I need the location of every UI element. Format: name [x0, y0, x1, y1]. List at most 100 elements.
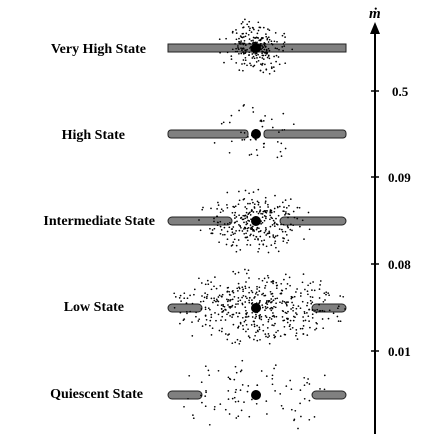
corona-dot: [237, 203, 240, 206]
corona-dot: [215, 287, 218, 290]
corona-dot: [250, 233, 252, 236]
corona-dot: [256, 384, 259, 386]
corona-dot: [226, 204, 228, 206]
corona-dot: [256, 200, 259, 203]
corona-dot: [239, 340, 242, 342]
corona-dot: [282, 112, 285, 115]
corona-dot: [302, 273, 305, 275]
corona-dot: [264, 202, 267, 204]
corona-dot: [253, 207, 256, 209]
corona-dot: [189, 294, 191, 297]
corona-dot: [283, 32, 286, 35]
corona-dot: [311, 313, 314, 316]
corona-dot: [240, 226, 242, 229]
corona-dot: [297, 305, 300, 307]
corona-dot: [245, 272, 248, 275]
corona-dot: [202, 206, 204, 209]
corona-dot: [258, 328, 261, 331]
corona-dot: [273, 316, 276, 318]
corona-dot: [263, 239, 266, 242]
corona-dot: [303, 397, 306, 400]
corona-dot: [197, 320, 200, 322]
corona-dot: [215, 300, 217, 303]
corona-dot: [306, 290, 309, 293]
corona-dot: [241, 47, 244, 50]
corona-dot: [234, 306, 237, 308]
corona-dot: [263, 48, 266, 51]
corona-dot: [295, 307, 298, 310]
corona-dot: [275, 60, 277, 63]
corona-dot: [214, 276, 216, 278]
corona-dot: [290, 297, 293, 300]
corona-dot: [261, 57, 264, 59]
corona-dot: [269, 214, 272, 217]
corona-dot: [284, 273, 287, 276]
corona-dot: [191, 302, 194, 305]
corona-dot: [207, 307, 210, 310]
corona-dot: [271, 377, 274, 380]
corona-dot: [242, 198, 245, 201]
disk-right: [263, 129, 347, 139]
corona-dot: [205, 391, 207, 394]
corona-dot: [243, 62, 246, 65]
corona-dot: [284, 62, 287, 65]
corona-dot: [262, 71, 265, 74]
corona-dot: [247, 219, 249, 222]
corona-dot: [229, 307, 232, 309]
corona-dot: [284, 302, 287, 304]
corona-dot: [233, 238, 236, 241]
corona-dot: [189, 310, 192, 313]
corona-dot: [300, 292, 302, 294]
corona-dot: [205, 389, 207, 392]
corona-dot: [303, 384, 306, 387]
corona-dot: [294, 409, 297, 412]
corona-dot: [191, 335, 194, 337]
corona-dot: [242, 324, 244, 327]
corona-dot: [266, 327, 269, 329]
corona-dot: [267, 206, 269, 208]
corona-dot: [213, 297, 215, 300]
corona-dot: [282, 310, 285, 313]
corona-dot: [277, 214, 280, 217]
corona-dot: [248, 20, 251, 23]
corona-dot: [298, 206, 301, 209]
corona-dot: [318, 303, 320, 306]
corona-dot: [281, 34, 284, 37]
corona-dot: [264, 309, 266, 312]
corona-dot: [221, 327, 223, 330]
corona-dot: [241, 303, 244, 306]
corona-dot: [210, 313, 213, 316]
corona-dot: [269, 218, 271, 221]
corona-dot: [241, 359, 244, 362]
disk-left: [167, 390, 203, 400]
corona-dot: [214, 312, 216, 314]
corona-dot: [270, 309, 273, 312]
corona-dot: [220, 330, 223, 333]
corona-dot: [228, 333, 230, 335]
corona-dot: [242, 42, 244, 45]
corona-dot: [247, 136, 249, 138]
corona-dot: [261, 52, 263, 55]
corona-dot: [262, 58, 265, 60]
corona-dot: [242, 51, 245, 53]
corona-dot: [262, 210, 265, 213]
corona-dot: [242, 105, 245, 107]
corona-dot: [238, 199, 241, 202]
corona-dot: [245, 312, 247, 315]
corona-dot: [274, 364, 277, 366]
corona-dot: [279, 335, 282, 337]
corona-dot: [270, 118, 273, 121]
corona-dot: [226, 313, 228, 316]
corona-dot: [192, 414, 194, 416]
corona-dot: [238, 69, 241, 71]
corona-dot: [291, 229, 293, 232]
corona-dot: [255, 402, 258, 405]
corona-dot: [271, 374, 274, 377]
corona-dot: [292, 319, 295, 322]
corona-dot: [264, 333, 267, 335]
corona-dot: [246, 316, 248, 318]
corona-dot: [259, 235, 262, 238]
corona-dot: [262, 146, 265, 148]
corona-dot: [195, 315, 197, 318]
corona-dot: [238, 52, 240, 55]
